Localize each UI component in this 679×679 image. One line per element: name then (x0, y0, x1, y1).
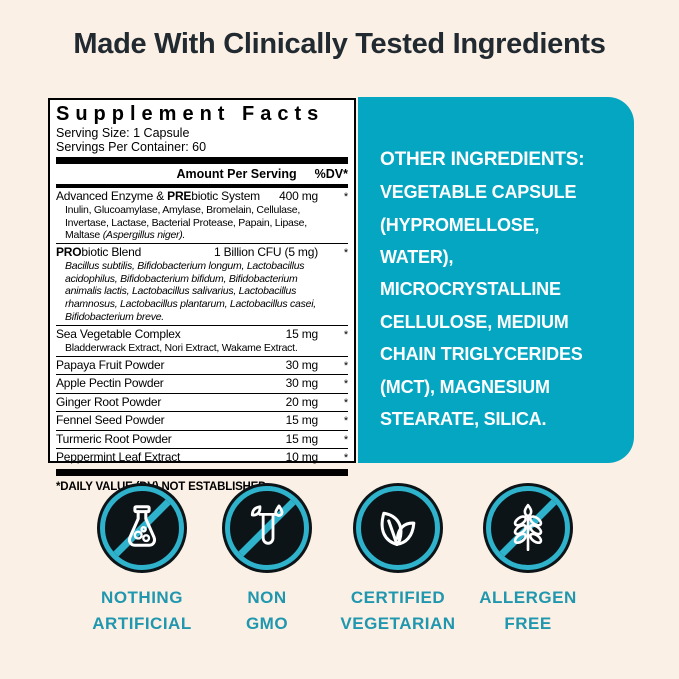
ingredient-amount: 15 mg (285, 431, 319, 446)
dv-footnote: *DAILY VALUE (DV) NOT ESTABLISHED. (56, 480, 270, 493)
ingredient-sublist: Inulin, Glucoamylase, Amylase, Bromelain… (65, 203, 307, 242)
ingredient-name: PRObiotic Blend (56, 245, 142, 260)
test-tube-icon (250, 504, 284, 545)
badge-label: ALLERGEN FREE (479, 588, 577, 633)
ingredient-dv: * (343, 452, 348, 465)
ingredient-dv: * (343, 433, 348, 446)
ingredient-dv: * (343, 191, 348, 203)
leaves-icon (380, 511, 416, 546)
ingredient-name: Ginger Root Powder (56, 394, 162, 409)
ingredient-dv: * (343, 359, 348, 372)
table-header: Amount Per Serving %DV* (56, 166, 348, 183)
serving-size: Serving Size: 1 Capsule (56, 126, 190, 140)
divider-medium (56, 184, 348, 188)
table-row: Papaya Fruit Powder 30 mg * (56, 355, 348, 374)
column-amount-per-serving: Amount Per Serving (176, 167, 297, 181)
ingredient-dv: * (343, 396, 348, 409)
badge-non-gmo: NON GMO (202, 486, 332, 636)
column-dv: %DV* (314, 167, 348, 181)
badge-circle (225, 486, 309, 570)
divider-thick (56, 468, 348, 476)
ingredient-amount: 15 mg (285, 413, 319, 428)
ingredient-name: Advanced Enzyme & PREbiotic System (56, 189, 260, 203)
table-row: Turmeric Root Powder 15 mg * (56, 429, 348, 448)
wheat-icon (513, 503, 543, 552)
table-row: PRObiotic Blend 1 Billion CFU (5 mg) * B… (56, 243, 348, 324)
other-ingredients-heading: OTHER INGREDIENTS: (380, 149, 585, 170)
ingredient-name: Peppermint Leaf Extract (56, 450, 181, 465)
servings-per-container: Servings Per Container: 60 (56, 140, 207, 154)
ingredient-name: Papaya Fruit Powder (56, 357, 165, 372)
ingredient-amount: 15 mg (285, 326, 319, 341)
flask-icon (127, 505, 157, 547)
table-row: Fennel Seed Powder 15 mg * (56, 411, 348, 429)
divider-thick (56, 157, 348, 164)
ingredient-amount: 30 mg (285, 376, 319, 391)
page-title: Made With Clinically Tested Ingredients (73, 28, 606, 60)
table-row: Sea Vegetable Complex 15 mg * Bladderwra… (56, 324, 348, 356)
ingredient-amount: 30 mg (285, 357, 319, 372)
ingredient-name: Apple Pectin Powder (56, 376, 164, 391)
ingredient-dv: * (343, 378, 348, 391)
ingredient-amount: 10 mg (285, 450, 319, 465)
ingredient-name: Turmeric Root Powder (56, 431, 172, 446)
ingredient-dv: * (343, 415, 348, 428)
ingredient-sublist: Bladderwrack Extract, Nori Extract, Waka… (65, 341, 298, 354)
supplement-facts-panel: Supplement Facts Serving Size: 1 Capsule… (48, 98, 356, 493)
other-ingredients-body: VEGETABLE CAPSULE (HYPROMELLOSE, WATER),… (380, 182, 583, 429)
ingredient-amount: 1 Billion CFU (5 mg) (213, 245, 318, 260)
table-row: Peppermint Leaf Extract 10 mg * (56, 448, 348, 466)
table-row: Advanced Enzyme & PREbiotic System 400 m… (56, 188, 348, 243)
ingredient-amount: 400 mg (279, 189, 318, 203)
badge-circle (100, 486, 184, 570)
badge-allergen-free: ALLERGEN FREE (463, 486, 593, 636)
badge-nothing-artificial: NOTHING ARTIFICIAL (77, 486, 207, 636)
other-ingredients-panel: OTHER INGREDIENTS: VEGETABLE CAPSULE (HY… (358, 97, 634, 463)
ingredient-name: Sea Vegetable Complex (56, 326, 181, 341)
table-row: Ginger Root Powder 20 mg * (56, 392, 348, 411)
ingredient-name: Fennel Seed Powder (56, 413, 165, 428)
table-row: Apple Pectin Powder 30 mg * (56, 374, 348, 392)
ingredient-amount: 20 mg (285, 394, 319, 409)
badge-label: CERTIFIED VEGETARIAN (340, 588, 456, 633)
ingredient-dv: * (343, 328, 348, 341)
badge-certified-vegetarian: CERTIFIED VEGETARIAN (333, 486, 463, 636)
badge-circle (486, 486, 570, 570)
badge-label: NON GMO (245, 588, 289, 633)
badge-circle (356, 486, 440, 570)
ingredient-dv: * (343, 247, 348, 260)
supplement-facts-title: Supplement Facts (56, 103, 325, 125)
ingredient-sublist: Bacillus subtilis, Bifidobacterium longu… (65, 260, 316, 323)
badge-label: NOTHING ARTIFICIAL (92, 588, 192, 633)
